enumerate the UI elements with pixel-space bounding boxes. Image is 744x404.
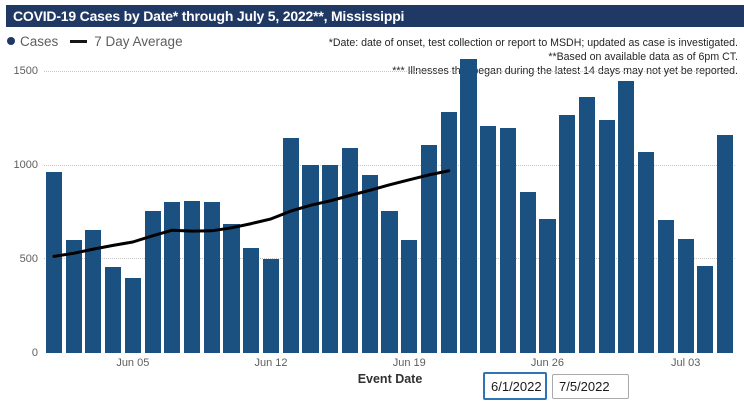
footnote-date-definition: *Date: date of onset, test collection or…: [328, 37, 738, 49]
end-date-input[interactable]: [552, 374, 629, 399]
bar-jun-19[interactable]: [401, 239, 418, 353]
bar-jun-7[interactable]: [164, 202, 181, 353]
legend-cases-label: Cases: [20, 33, 59, 49]
bar-jun-4[interactable]: [105, 266, 122, 353]
x-axis-label-jun-19: Jun 19: [392, 357, 426, 369]
gridline-1500: [44, 70, 735, 72]
footnote-reporting-lag: *** Illnesses that began during the late…: [392, 64, 738, 77]
bar-jun-1[interactable]: [45, 172, 62, 353]
y-axis-label-0: 0: [31, 346, 38, 359]
bar-jun-28[interactable]: [578, 97, 595, 353]
bar-jun-5[interactable]: [124, 278, 141, 353]
bar-jun-18[interactable]: [381, 210, 398, 353]
y-axis-label-500: 500: [19, 252, 38, 265]
legend-item-7-day-average[interactable]: 7 Day Average: [58, 33, 183, 49]
y-axis-label-1500: 1500: [13, 65, 38, 78]
bar-jun-17[interactable]: [361, 174, 378, 353]
bar-jun-24[interactable]: [499, 128, 517, 353]
bar-jul-1[interactable]: [638, 152, 655, 353]
x-axis-label-jun-12: Jun 12: [254, 357, 288, 369]
bar-jun-27[interactable]: [559, 114, 576, 353]
bar-jun-29[interactable]: [598, 119, 615, 353]
bar-jun-25[interactable]: [519, 191, 536, 353]
bar-jul-3[interactable]: [677, 238, 694, 353]
legend-average-label: 7 Day Average: [94, 33, 183, 49]
bar-jun-30[interactable]: [618, 81, 635, 353]
bar-jun-12[interactable]: [262, 259, 280, 353]
bar-jun-20[interactable]: [420, 144, 438, 353]
bar-jul-2[interactable]: [657, 219, 674, 353]
x-axis-label-jun-26: Jun 26: [530, 357, 564, 369]
average-line-swatch-icon: [70, 39, 88, 43]
footnote-data-asof: **Based on available data as of 6pm CT.: [548, 50, 738, 63]
bar-jun-9[interactable]: [203, 202, 220, 353]
bar-jun-3[interactable]: [85, 230, 102, 353]
bar-jun-15[interactable]: [322, 164, 339, 353]
bar-jun-26[interactable]: [539, 218, 556, 353]
gridline-1000: [44, 164, 735, 166]
bar-jun-13[interactable]: [282, 138, 299, 353]
bar-jun-14[interactable]: [302, 164, 319, 353]
bar-jul-4[interactable]: [697, 265, 714, 353]
bar-jun-2[interactable]: [65, 239, 82, 353]
plot-area: [44, 53, 735, 353]
x-axis-label-jun-05: Jun 05: [116, 357, 150, 369]
bar-jul-5[interactable]: [717, 134, 734, 353]
bar-jun-21[interactable]: [440, 112, 457, 353]
bar-jun-6[interactable]: [144, 211, 161, 353]
chart-title-bar: COVID-19 Cases by Date* through July 5, …: [6, 5, 744, 27]
bar-jun-23[interactable]: [480, 126, 497, 353]
x-axis-title: Event Date: [357, 372, 423, 386]
bar-jun-10[interactable]: [223, 223, 240, 353]
x-axis-label-jul-03: Jul 03: [670, 357, 701, 369]
start-date-input[interactable]: [483, 372, 547, 400]
bar-jun-11[interactable]: [243, 248, 260, 353]
legend-item-cases[interactable]: Cases: [7, 34, 58, 49]
cases-series-dot-icon: [7, 37, 15, 45]
legend: Cases 7 Day Average: [7, 32, 183, 50]
footnotes: *Date: date of onset, test collection or…: [329, 37, 738, 78]
chart-title: COVID-19 Cases by Date* through July 5, …: [13, 8, 405, 24]
y-axis-label-1000: 1000: [13, 159, 38, 171]
bar-jun-16[interactable]: [341, 147, 359, 353]
bar-jun-22[interactable]: [460, 58, 477, 353]
bar-jun-8[interactable]: [184, 201, 201, 353]
